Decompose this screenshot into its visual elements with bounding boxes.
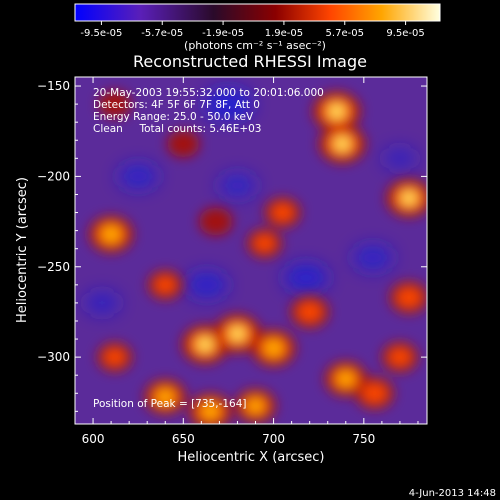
y-tick-label: −300: [37, 350, 70, 364]
source-halo-orange: [103, 348, 126, 367]
colorbar: [74, 3, 441, 22]
dark-region: [185, 271, 228, 299]
y-axis-label: Heliocentric Y (arcsec): [15, 177, 30, 323]
source-halo-orange: [271, 203, 295, 223]
x-tick-label: 750: [352, 432, 375, 446]
dark-region: [84, 291, 121, 315]
dark-region: [382, 147, 417, 170]
colorbar-tick-label: -9.5e-05: [80, 28, 122, 39]
source-core-amber: [102, 226, 121, 243]
dark-region: [204, 89, 253, 120]
x-axis-label: Heliocentric X (arcsec): [178, 450, 325, 465]
dark-region: [118, 163, 159, 190]
peak-position-label: Position of Peak = [735,-164]: [93, 398, 247, 410]
y-tick-label: −150: [37, 79, 70, 93]
x-tick-label: 700: [262, 432, 285, 446]
colorbar-tick-label: -1.9e-05: [202, 28, 244, 39]
source-core-amber: [201, 403, 219, 420]
source-halo-orange: [154, 275, 177, 294]
x-tick-label: 650: [172, 432, 195, 446]
dark-region: [218, 173, 257, 198]
dark-region: [352, 245, 393, 271]
source-halo-orange: [388, 347, 412, 367]
annotation-total-counts: Clean Total counts: 5.46E+03: [93, 123, 262, 135]
source-core-yellow: [403, 192, 415, 204]
source-halo-orange: [362, 382, 388, 404]
colorbar-ticks: -9.5e-05 -5.7e-05 -1.9e-05 1.9e-05 5.7e-05 9.…: [80, 21, 425, 39]
colorbar-tick-label: 9.5e-05: [386, 28, 424, 39]
plot-frame: [74, 76, 428, 425]
source-core-yellow: [330, 105, 343, 118]
dark-region: [284, 263, 329, 292]
source-halo-orange: [297, 301, 323, 323]
y-axis-ticks: −150 −200 −250 −300: [37, 79, 427, 412]
source-core-yellow: [231, 327, 244, 340]
chart-title: Reconstructed RHESSI Image: [133, 52, 367, 71]
source-halo-red: [167, 130, 200, 158]
colorbar-unit-label: (photons cm⁻² s⁻¹ asec⁻²): [184, 39, 326, 52]
annotation-detectors: Detectors: 4F 5F 6F 7F 8F, Att 0: [93, 99, 260, 111]
source-halo-red: [199, 207, 233, 236]
heatmap-image: [75, 77, 427, 424]
colorbar-tick-label: 5.7e-05: [326, 28, 364, 39]
source-core-yellow: [199, 338, 211, 351]
source-core-amber: [157, 389, 174, 405]
source-halo-orange: [396, 287, 422, 308]
source-halo-red: [98, 90, 131, 118]
y-tick-label: −250: [37, 260, 70, 274]
source-core-amber: [337, 371, 355, 387]
colorbar-tick-label: 1.9e-05: [265, 28, 303, 39]
source-core-amber: [247, 398, 264, 414]
source-halo-orange: [253, 234, 276, 253]
y-tick-label: −200: [37, 169, 70, 183]
footer-date: 4-Jun-2013 14:48: [409, 488, 496, 499]
annotation-energy-range: Energy Range: 25.0 - 50.0 keV: [93, 111, 254, 123]
x-tick-label: 600: [82, 432, 105, 446]
annotation-time-range: 20-May-2003 19:55:32.000 to 20:01:06.000: [93, 87, 324, 99]
source-core-amber: [264, 339, 283, 357]
x-axis-ticks: 600 650 700 750: [74, 77, 419, 446]
colorbar-tick-label: -5.7e-05: [141, 28, 183, 39]
source-core-yellow: [336, 138, 349, 150]
